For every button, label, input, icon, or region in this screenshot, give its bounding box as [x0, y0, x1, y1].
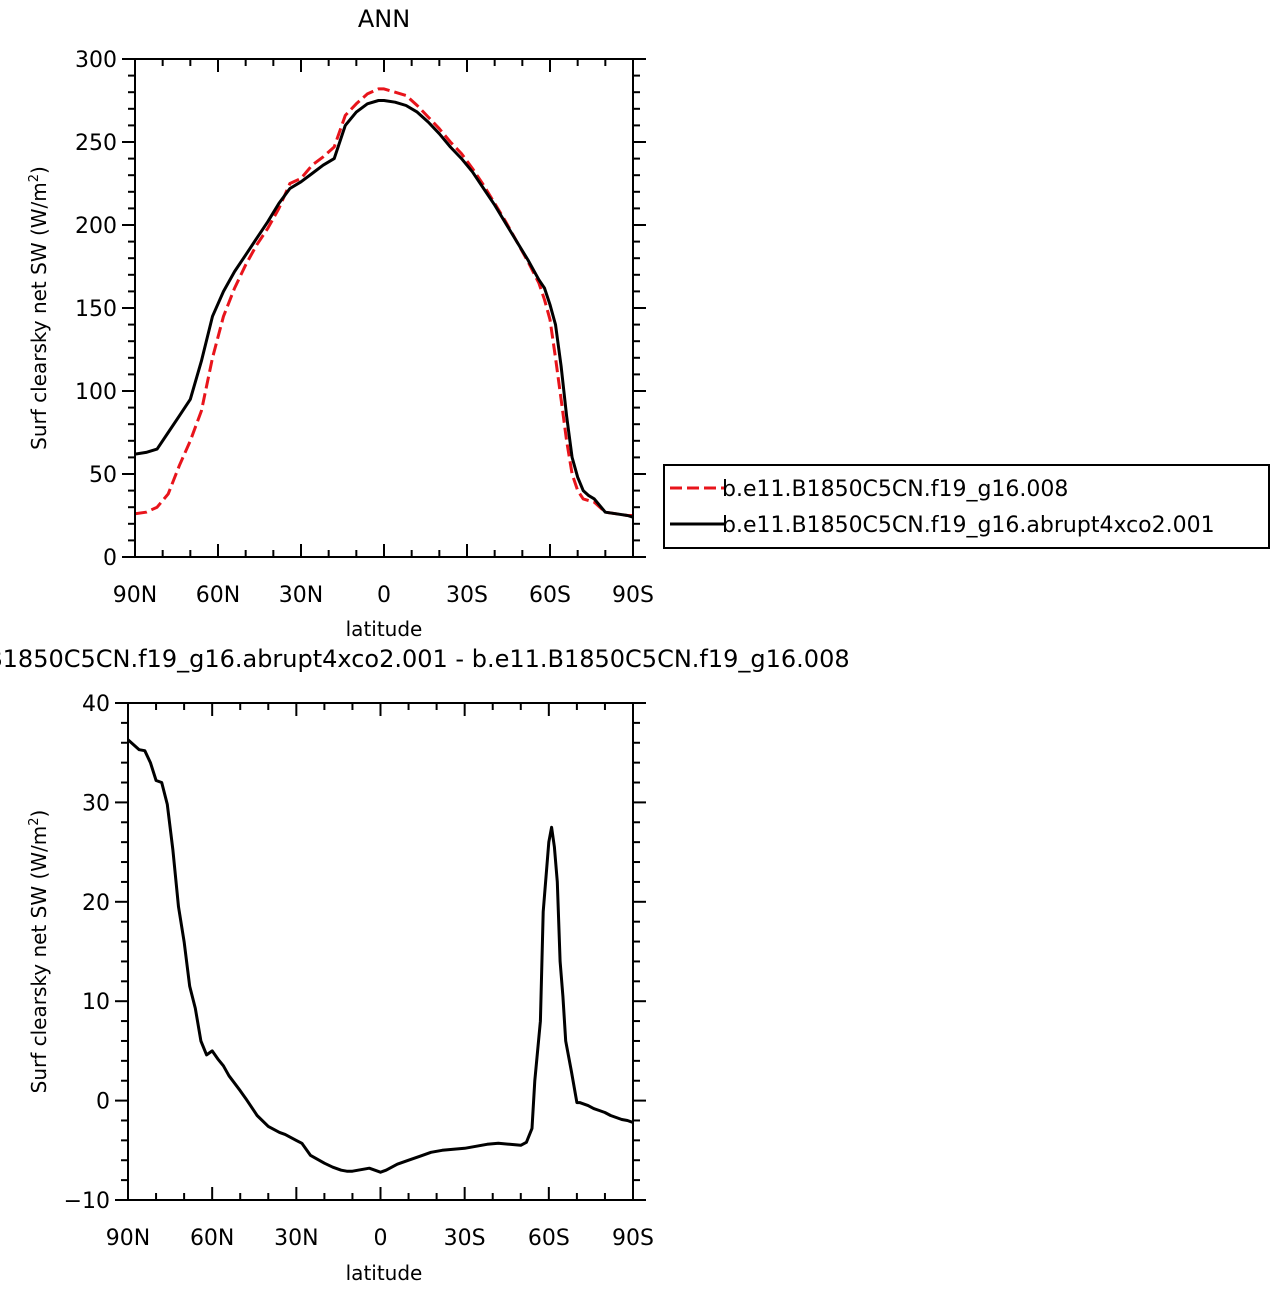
- y-axis-label: Surf clearsky net SW (W/m2): [27, 166, 51, 450]
- x-tick-label: 60N: [190, 1226, 234, 1251]
- x-tick-label: 0: [377, 583, 391, 608]
- y-tick-label: 200: [75, 214, 117, 239]
- x-tick-label: 30S: [446, 583, 488, 608]
- y-tick-label: 300: [75, 48, 117, 73]
- series-line-2: [135, 99, 633, 519]
- x-tick-label: 90N: [106, 1226, 150, 1251]
- legend-label-2: b.e11.B1850C5CN.f19_g16.abrupt4xco2.001: [722, 513, 1215, 538]
- chart-panel-2: 90N 60N 30N 0 30S 60S 90S −10 0 10 20 30 40 b.e11.B18…: [0, 645, 850, 1285]
- x-tick-label: 60S: [528, 1226, 570, 1251]
- chart-title: b.e11.B1850C5CN.f19_g16.abrupt4xco2.001 …: [0, 645, 850, 673]
- x-tick-label: 30S: [444, 1226, 486, 1251]
- y-axis-label-superscript: 2: [27, 817, 42, 825]
- plot-frame: [127, 702, 634, 1201]
- chart-legend: b.e11.B1850C5CN.f19_g16.008 b.e11.B1850C5…: [663, 464, 1270, 549]
- x-axis-label: latitude: [346, 617, 423, 641]
- y-tick-label: 20: [82, 891, 110, 916]
- x-axis-label: latitude: [346, 1261, 423, 1285]
- series-line-1: [135, 87, 633, 517]
- y-tick-label: 0: [103, 546, 117, 571]
- x-tick-label: 0: [374, 1226, 388, 1251]
- y-axis-label-close: ): [27, 166, 51, 174]
- y-tick-label: 40: [82, 692, 110, 717]
- y-axis-label-superscript: 2: [27, 174, 42, 182]
- y-tick-label: 150: [75, 297, 117, 322]
- chart-panel-1: 90N 60N 30N 0 30S 60S 90S 0 50 100 150 200 250 300 ANN…: [27, 5, 1270, 641]
- legend-box: [663, 464, 1270, 549]
- y-tick-label: 0: [96, 1090, 110, 1115]
- x-tick-label: 30N: [274, 1226, 318, 1251]
- y-tick-label: 100: [75, 380, 117, 405]
- y-tick-label: 10: [82, 990, 110, 1015]
- y-axis-label-text: Surf clearsky net SW (W/m: [27, 182, 51, 450]
- y-axis-label: Surf clearsky net SW (W/m2): [27, 810, 51, 1094]
- y-axis-label-close: ): [27, 810, 51, 818]
- plot-frame: [134, 58, 634, 558]
- y-axis-label-text: Surf clearsky net SW (W/m: [27, 826, 51, 1094]
- x-tick-label: 90S: [612, 1226, 654, 1251]
- x-tick-label: 30N: [279, 583, 323, 608]
- x-tick-label: 60N: [196, 583, 240, 608]
- legend-label-1: b.e11.B1850C5CN.f19_g16.008: [722, 477, 1068, 502]
- x-tick-label: 60S: [529, 583, 571, 608]
- x-tick-label: 90N: [113, 583, 157, 608]
- y-tick-label: 250: [75, 131, 117, 156]
- x-tick-label: 90S: [612, 583, 654, 608]
- y-tick-label: 50: [89, 463, 117, 488]
- series-line-1: [128, 738, 633, 1174]
- chart-title: ANN: [358, 5, 410, 33]
- y-tick-label: 30: [82, 791, 110, 816]
- y-tick-label: −10: [64, 1189, 110, 1214]
